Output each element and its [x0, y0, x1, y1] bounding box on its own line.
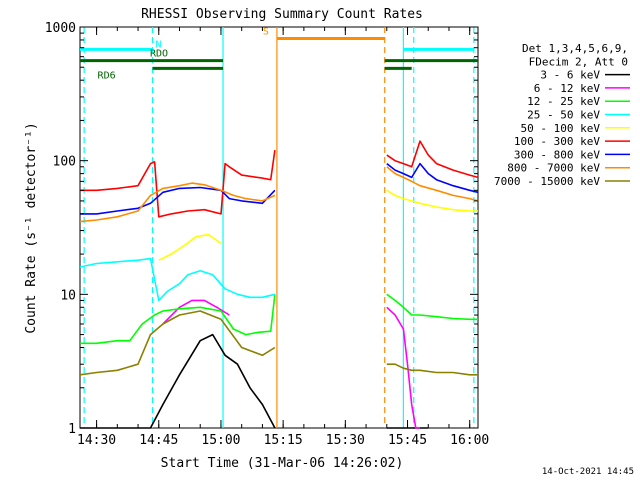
x-tick-label: 16:00	[450, 433, 489, 448]
x-tick-label: 15:00	[201, 433, 240, 448]
series-line-4	[158, 233, 222, 261]
legend-header-line: Det 1,3,4,5,6,9,	[522, 42, 628, 55]
plot-frame	[79, 26, 479, 429]
legend-entry-label: 25 - 50 keV	[527, 109, 600, 122]
x-tick-label: 15:30	[326, 433, 365, 448]
legend-entry-label: 12 - 25 keV	[527, 95, 600, 108]
series-line-7	[386, 166, 479, 202]
series-line-3	[79, 257, 276, 302]
legend-entry-label: 300 - 800 keV	[514, 148, 600, 161]
vertical-markers	[83, 27, 475, 428]
series-line-8	[386, 363, 478, 376]
series-line-2	[80, 294, 276, 345]
x-tick-label: 15:15	[264, 433, 303, 448]
y-tick-label: 1000	[45, 21, 76, 36]
legend-entry-label: 3 - 6 keV	[540, 69, 600, 82]
legend-entry-label: 800 - 7000 keV	[507, 162, 600, 175]
flag-label-rd6: RD6	[98, 70, 116, 81]
series-line-1	[386, 306, 420, 429]
footer-timestamp: 14-Oct-2021 14:45	[542, 467, 634, 477]
series-line-6	[386, 162, 479, 194]
series-line-5	[386, 140, 479, 179]
data-series	[79, 140, 479, 429]
chart-title: RHESSI Observing Summary Count Rates	[141, 7, 423, 22]
y-tick-label: 10	[60, 288, 76, 303]
x-axis-label: Start Time (31-Mar-06 14:26:02)	[161, 456, 404, 471]
legend: Det 1,3,4,5,6,9,FDecim 2, Att 03 - 6 keV…	[494, 42, 630, 188]
series-line-5	[80, 149, 276, 218]
series-line-2	[386, 293, 478, 321]
legend-entry-label: 50 - 100 keV	[521, 122, 601, 135]
legend-entry-label: 6 - 12 keV	[534, 82, 601, 95]
flag-label-rdo: RDO	[150, 49, 168, 60]
flag-label-n: N	[156, 39, 162, 50]
x-tick-label: 14:30	[77, 433, 116, 448]
x-tick-label: 15:45	[388, 433, 427, 448]
legend-header-line: FDecim 2, Att 0	[529, 55, 628, 68]
series-line-4	[386, 189, 478, 212]
legend-entry-label: 7000 - 15000 keV	[494, 175, 600, 188]
y-tick-label: 100	[53, 155, 76, 170]
series-line-1	[162, 299, 230, 325]
series-line-0	[80, 333, 276, 429]
legend-entry-label: 100 - 300 keV	[514, 135, 600, 148]
series-line-8	[79, 310, 276, 376]
series-line-7	[79, 182, 276, 223]
axis-ticks: 14:30 14:45 15:00 15:15 15:30 15:45 16:00 1 10 10…	[45, 21, 490, 448]
y-axis-label: Count Rate (s⁻¹ detector⁻¹)	[24, 122, 39, 333]
x-tick-label: 14:45	[139, 433, 178, 448]
flag-label-s: S	[263, 27, 269, 38]
y-tick-label: 1	[68, 422, 76, 437]
series-line-6	[80, 186, 276, 215]
